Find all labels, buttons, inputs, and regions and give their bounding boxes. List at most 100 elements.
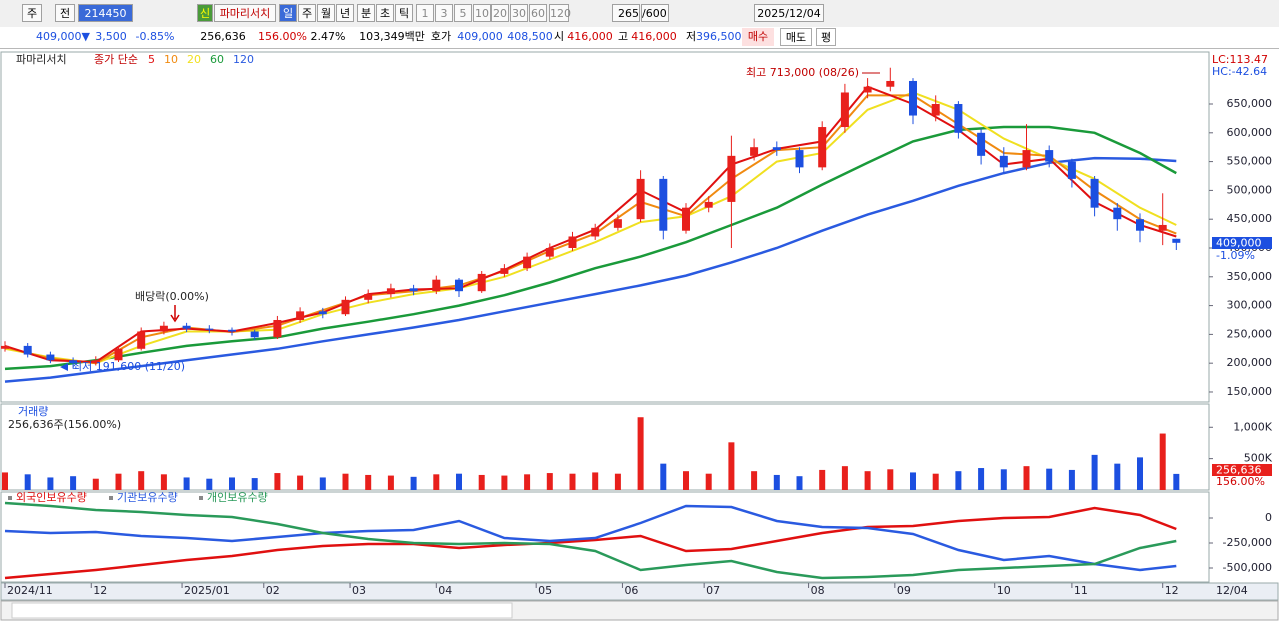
candle-body	[182, 325, 191, 329]
x-tick-label: 02	[266, 584, 280, 597]
toolbar-item[interactable]: 3	[435, 4, 453, 22]
candle-body	[954, 104, 963, 133]
panel-frame	[0, 491, 1210, 583]
candle-body	[273, 319, 282, 338]
toolbar-item[interactable]: 전	[55, 4, 75, 22]
toolbar-item[interactable]: 1	[416, 4, 434, 22]
y-tick-label: -500,000	[1223, 561, 1272, 574]
volume-bar	[297, 475, 304, 490]
info-item: 2.47%	[310, 30, 346, 43]
toolbar-item[interactable]: 일	[279, 4, 297, 22]
toolbar-item[interactable]: 분	[357, 4, 375, 22]
toolbar-item[interactable]: 년	[336, 4, 354, 22]
candle-body	[818, 127, 827, 168]
toolbar-item[interactable]: 주	[22, 4, 42, 22]
legend-swatch	[8, 496, 12, 500]
candle-body	[545, 247, 554, 257]
last-volume-label: 256,636	[1216, 464, 1262, 477]
volume-bar	[387, 475, 394, 490]
volume-bar	[1137, 457, 1143, 490]
toolbar-item[interactable]: 60	[529, 4, 547, 22]
moving-average-line	[4, 85, 1177, 364]
info-item: 416,000	[631, 30, 677, 43]
candle-body	[46, 354, 55, 361]
info-item[interactable]: 평	[816, 28, 836, 46]
hc-label: HC:-42.64	[1212, 65, 1267, 78]
toolbar-item[interactable]: 30	[510, 4, 528, 22]
volume-bar	[365, 474, 372, 490]
y-tick-label: 300,000	[1227, 299, 1273, 312]
volume-bar	[456, 473, 462, 490]
volume-bar	[1000, 469, 1007, 490]
toolbar-item[interactable]: 20	[491, 4, 509, 22]
candle-body	[409, 288, 418, 292]
toolbar-item[interactable]: 10	[473, 4, 491, 22]
volume-bar	[1046, 468, 1053, 490]
toolbar-item[interactable]: /600	[641, 4, 669, 22]
info-item[interactable]: 매도	[780, 28, 812, 46]
last-price-label: 409,000	[1216, 237, 1262, 250]
x-tick-label: 03	[352, 584, 366, 597]
moving-average-line	[4, 156, 1177, 383]
volume-bar	[978, 468, 985, 490]
toolbar-item[interactable]: 5	[454, 4, 472, 22]
candle-body	[999, 155, 1008, 168]
info-item: 396,500	[696, 30, 742, 43]
volume-bar	[410, 476, 417, 490]
chart-title: 파마리서치	[16, 53, 67, 66]
y-tick-label: 350,000	[1227, 270, 1273, 283]
moving-average-line	[4, 91, 1177, 365]
volume-bar	[614, 473, 621, 490]
legend-entry: 개인보유수량	[207, 491, 268, 504]
candle-body	[1172, 238, 1181, 243]
y-tick-label: 500K	[1244, 452, 1273, 465]
last-price-box	[1212, 237, 1272, 249]
volume-bar	[728, 442, 735, 490]
volume-bar	[751, 471, 758, 490]
holding-line	[4, 501, 1177, 580]
legend-title: 종가 단순	[94, 53, 138, 66]
candle-body	[909, 80, 917, 116]
volume-bar	[47, 477, 54, 490]
candle-body	[1067, 161, 1076, 179]
candle-body	[840, 92, 849, 128]
toolbar-item[interactable]: 2025/12/04	[754, 4, 824, 22]
annotation-arrow	[60, 363, 68, 371]
volume-bar	[955, 471, 962, 490]
info-item: 호가	[430, 30, 452, 43]
candle-body	[1045, 150, 1054, 162]
x-tick-label: 05	[538, 584, 552, 597]
y-tick-label: -250,000	[1223, 536, 1272, 549]
toolbar-item[interactable]: 신	[197, 4, 213, 22]
legend-entry: 외국인보유수량	[16, 491, 87, 504]
toolbar-item[interactable]: 265	[612, 4, 640, 22]
info-item: 409,000▼	[36, 30, 90, 43]
candle-body	[750, 147, 759, 156]
y-tick-label: 650,000	[1227, 97, 1273, 110]
toolbar-item[interactable]: 초	[376, 4, 394, 22]
info-item[interactable]: 매수	[742, 28, 774, 46]
volume-bar	[501, 475, 508, 490]
candle-body	[364, 294, 373, 300]
moving-average-line	[4, 94, 1177, 365]
chart-title: 거래량	[18, 405, 48, 418]
candle-body	[1158, 224, 1167, 231]
legend-entry: 기관보유수량	[117, 491, 178, 504]
toolbar-item[interactable]: 파마리서치	[214, 4, 276, 22]
info-item: 256,636	[200, 30, 246, 43]
toolbar-item[interactable]: 214450	[78, 4, 133, 22]
candle-body	[23, 345, 32, 355]
last-volume-box	[1212, 464, 1272, 476]
toolbar-item[interactable]: 주	[298, 4, 316, 22]
toolbar-item[interactable]: 월	[317, 4, 335, 22]
panel-frame	[0, 403, 1210, 491]
toolbar-item[interactable]: 120	[549, 4, 571, 22]
volume-bar	[660, 463, 667, 490]
toolbar-item[interactable]: 틱	[395, 4, 413, 22]
volume-bar	[569, 473, 576, 490]
last-change-label: -1.09%	[1216, 249, 1255, 262]
candle-body	[1, 345, 9, 349]
info-item: 408,500	[507, 30, 553, 43]
info-item: 409,000	[457, 30, 503, 43]
